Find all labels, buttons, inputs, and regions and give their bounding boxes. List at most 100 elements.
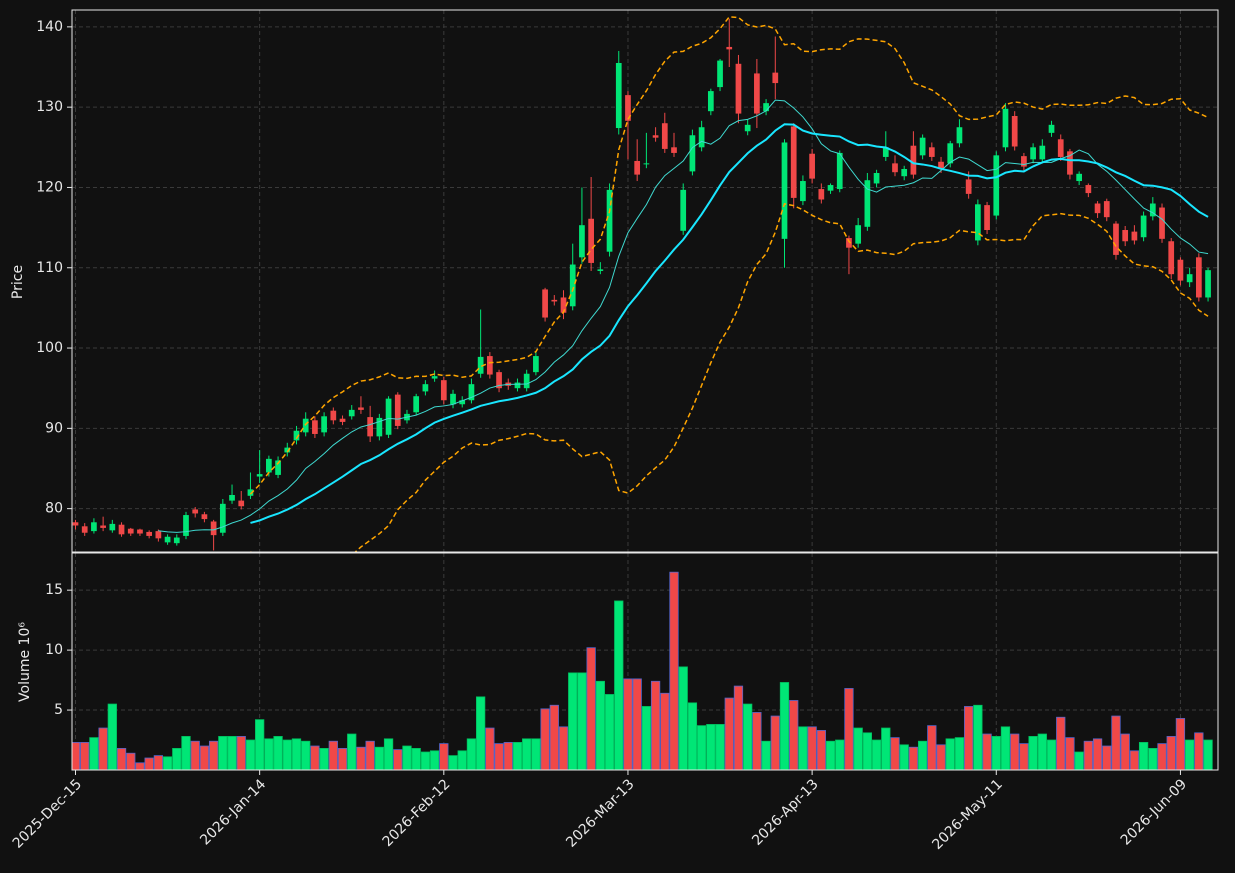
- volume-bar: [549, 704, 559, 770]
- volume-bar: [310, 745, 320, 770]
- volume-bar: [356, 746, 366, 770]
- volume-bar: [1175, 718, 1186, 770]
- y-tick-label: 130: [36, 99, 63, 115]
- volume-bar: [1010, 733, 1020, 770]
- volume-bar: [227, 736, 237, 770]
- candle-body: [91, 522, 97, 532]
- candle-body: [800, 181, 806, 202]
- candle-body: [1021, 156, 1027, 167]
- candle-body: [744, 124, 751, 132]
- volume-bar: [1157, 743, 1167, 770]
- candle-body: [993, 155, 1000, 216]
- candle-body: [1085, 185, 1092, 194]
- volume-bar: [853, 727, 863, 770]
- volume-bar: [319, 748, 329, 770]
- candle-body: [1103, 201, 1110, 218]
- volume-bar: [641, 706, 652, 770]
- volume-bar: [678, 666, 688, 770]
- candle-body: [376, 417, 383, 437]
- candle-body: [468, 384, 475, 401]
- volume-bar: [825, 740, 836, 770]
- volume-bar: [614, 600, 624, 770]
- candle-body: [440, 380, 447, 401]
- candle-body: [523, 373, 530, 389]
- volume-bar: [1092, 738, 1103, 770]
- volume-bar: [779, 682, 790, 770]
- candle-body: [210, 521, 217, 536]
- candle-body: [1057, 139, 1064, 157]
- candle-body: [763, 103, 769, 112]
- volume-bar: [568, 672, 578, 770]
- volume-bar: [1028, 736, 1038, 770]
- volume-bar: [881, 727, 891, 770]
- moving-average: [250, 123, 1209, 524]
- volume-bar: [660, 692, 670, 770]
- candle-body: [1195, 257, 1202, 298]
- candle-body: [127, 528, 134, 534]
- volume-bar: [632, 678, 642, 770]
- volume-bar: [623, 678, 633, 770]
- volume-bar: [706, 724, 716, 770]
- candle-body: [1048, 124, 1055, 133]
- y-tick-label: 80: [45, 501, 63, 517]
- candle-body: [1122, 230, 1129, 242]
- candle-body: [137, 529, 143, 534]
- candle-body: [671, 147, 677, 153]
- volume-bar: [835, 739, 845, 770]
- candle-body: [100, 525, 106, 528]
- volume-bar: [1148, 748, 1158, 770]
- volume-bar: [844, 688, 854, 770]
- volume-bar: [752, 712, 762, 770]
- volume-bar: [687, 702, 698, 770]
- volume-bar: [135, 762, 145, 770]
- volume-bar: [1056, 716, 1066, 770]
- volume-bar: [770, 715, 780, 770]
- volume-bar: [328, 740, 338, 770]
- candle-body: [882, 147, 889, 157]
- volume-bar: [789, 700, 799, 770]
- volume-bar: [973, 704, 983, 770]
- bollinger-upper: [249, 16, 1209, 495]
- candle-body: [698, 127, 705, 148]
- volume-bar: [245, 739, 256, 770]
- volume-bar: [558, 726, 569, 770]
- volume-bar: [1000, 726, 1011, 770]
- y-axis-label: Price: [10, 265, 26, 299]
- candle-body: [413, 396, 420, 413]
- volume-bar: [402, 745, 412, 770]
- candle-body: [1205, 270, 1211, 298]
- volume-bar: [908, 746, 919, 770]
- volume-bar: [531, 738, 541, 770]
- candle-body: [321, 416, 327, 433]
- volume-bar: [1065, 737, 1075, 770]
- volume-bar: [512, 742, 523, 770]
- candle-body: [339, 418, 346, 422]
- volume-bar: [107, 703, 117, 770]
- candle-body: [496, 372, 502, 389]
- candle-body: [81, 526, 88, 533]
- candle-body: [597, 269, 604, 271]
- candle-body: [367, 417, 374, 437]
- volume-bar: [383, 738, 394, 770]
- candle-body: [1159, 207, 1165, 239]
- volume-bar: [890, 737, 900, 770]
- volume-bar: [1083, 740, 1093, 770]
- volume-bar: [420, 751, 431, 770]
- volume-bar: [936, 744, 946, 770]
- candle-body: [1076, 173, 1083, 182]
- volume-bar: [1138, 742, 1149, 770]
- volume-bar: [337, 748, 348, 770]
- candle-body: [661, 123, 668, 149]
- candle-body: [919, 137, 926, 156]
- candle-body: [588, 218, 594, 263]
- candle-body: [1030, 147, 1036, 160]
- volume-bar: [476, 696, 486, 770]
- candle-body: [818, 189, 825, 200]
- candle-body: [873, 173, 880, 184]
- volume-bar: [301, 740, 311, 770]
- candle-body: [1094, 203, 1101, 214]
- volume-bar: [429, 750, 440, 770]
- volume-bar: [982, 733, 992, 770]
- volume-bar: [255, 719, 265, 770]
